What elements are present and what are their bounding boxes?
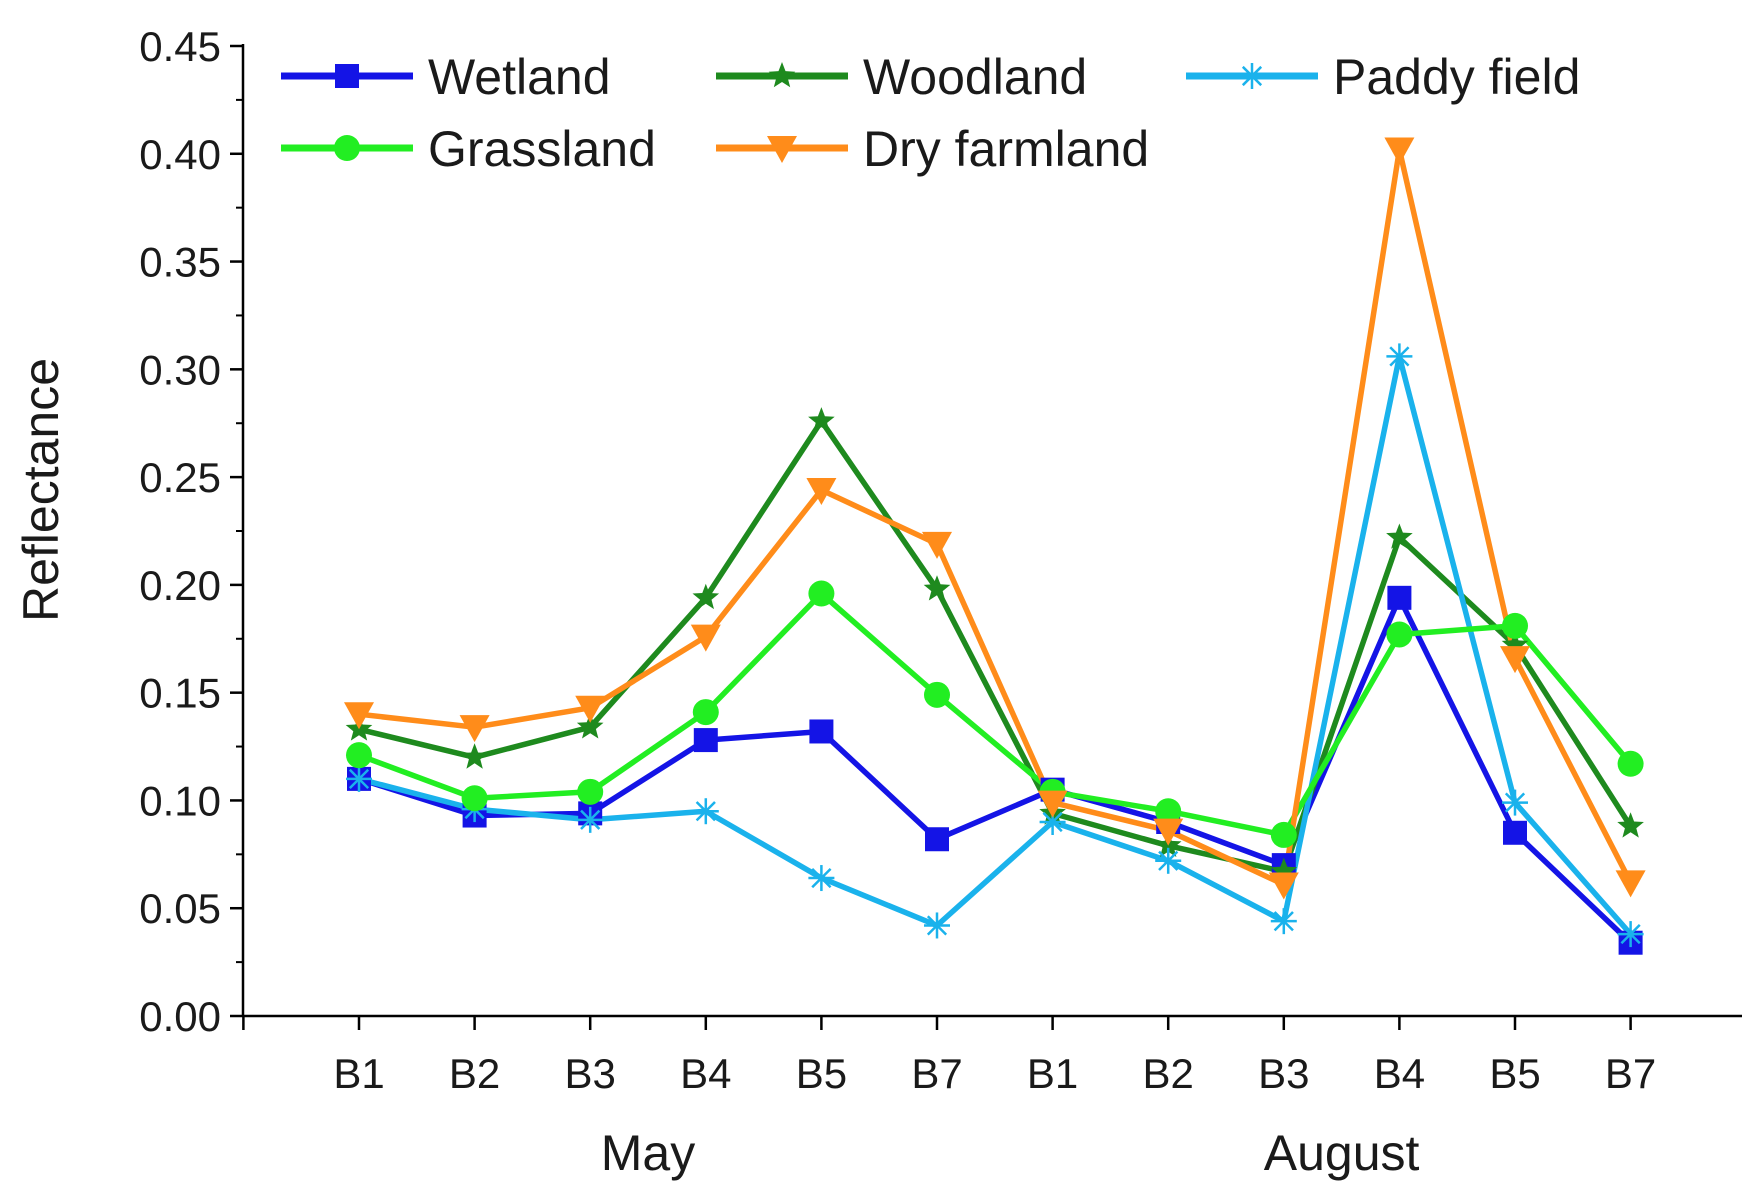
data-point-paddy-field: [577, 806, 604, 833]
data-point-paddy-field: [346, 765, 372, 792]
data-point-grassland: [1155, 798, 1182, 825]
data-point-dry-farmland: [1384, 137, 1415, 165]
x-tick-label: B4: [680, 1050, 731, 1097]
x-tick-label: B1: [1027, 1050, 1078, 1097]
y-tick-label: 0.05: [139, 885, 221, 932]
legend-marker-woodland: [768, 62, 796, 88]
legend-item-woodland: Woodland: [716, 49, 1087, 105]
x-tick-label: B5: [796, 1050, 847, 1097]
data-point-paddy-field: [1155, 847, 1182, 874]
group-label-may: May: [601, 1125, 695, 1181]
data-point-woodland: [808, 407, 835, 433]
y-tick-label: 0.45: [139, 23, 221, 70]
y-axis-title: Reflectance: [13, 358, 69, 622]
data-point-dry-farmland: [806, 478, 837, 506]
series-line-wetland: [358, 595, 1633, 945]
data-point-wetland: [925, 827, 949, 852]
legend-label: Paddy field: [1333, 49, 1580, 105]
data-point-grassland: [808, 580, 835, 607]
data-point-woodland: [576, 713, 604, 739]
series-line-paddy-field: [358, 353, 1633, 936]
legend-label: Woodland: [863, 49, 1087, 105]
data-point-paddy-field: [808, 865, 835, 892]
data-point-grassland: [924, 681, 950, 708]
data-point-woodland: [923, 575, 951, 601]
data-point-dry-farmland: [575, 695, 606, 723]
x-tick-label: B2: [449, 1050, 500, 1097]
legend-marker-paddy-field: [1239, 63, 1265, 89]
x-tick-label: B7: [1605, 1050, 1656, 1097]
data-point-dry-farmland: [1615, 870, 1646, 898]
legend-label: Dry farmland: [863, 121, 1149, 177]
data-point-grassland: [1502, 612, 1528, 639]
data-point-woodland: [1386, 523, 1413, 549]
legend-item-grassland: Grassland: [281, 121, 656, 177]
data-point-dry-farmland: [1268, 872, 1299, 900]
data-point-wetland: [809, 719, 834, 744]
legend: Wetland Woodland Paddy field Grassland Dry f…: [281, 49, 1580, 177]
y-tick-label: 0.30: [139, 346, 221, 393]
legend-item-dry-farmland: Dry farmland: [716, 121, 1149, 177]
x-tick-label: B3: [565, 1050, 616, 1097]
data-point-paddy-field: [692, 798, 719, 825]
data-point-dry-farmland: [344, 702, 374, 730]
data-point-paddy-field: [1386, 343, 1413, 370]
x-tick-label: B3: [1258, 1050, 1309, 1097]
legend-marker-dry-farmland: [767, 136, 797, 163]
data-point-woodland: [692, 583, 720, 610]
legend-item-wetland: Wetland: [281, 49, 611, 105]
y-tick-label: 0.20: [139, 562, 221, 609]
data-point-paddy-field: [924, 912, 950, 939]
x-tick-label: B7: [911, 1050, 962, 1097]
data-point-woodland: [1617, 812, 1644, 838]
plot-markers: [344, 137, 1646, 955]
data-point-wetland: [693, 728, 718, 753]
data-point-woodland: [461, 743, 488, 769]
data-point-dry-farmland: [922, 531, 952, 559]
data-point-grassland: [1270, 821, 1297, 848]
data-point-grassland: [692, 699, 719, 726]
data-point-paddy-field: [1270, 908, 1297, 935]
data-point-dry-farmland: [690, 624, 721, 652]
series-line-dry-farmland: [358, 146, 1634, 888]
data-point-wetland: [1387, 585, 1412, 610]
data-point-dry-farmland: [1153, 818, 1184, 846]
axes: 0.00 0.05 0.10 0.15 0.20 0.25 0.30 0.35 0.40 0.45…: [139, 23, 1742, 1181]
y-tick-label: 0.40: [139, 131, 221, 178]
x-tick-label: B4: [1374, 1050, 1425, 1097]
x-tick-label: B2: [1143, 1050, 1194, 1097]
data-point-woodland: [1270, 857, 1298, 883]
legend-marker-grassland: [334, 135, 360, 161]
x-tick-label: B5: [1489, 1050, 1540, 1097]
y-tick-label: 0.00: [139, 993, 221, 1040]
y-tick-label: 0.15: [139, 670, 221, 717]
x-tick-label: B1: [333, 1050, 384, 1097]
y-tick-label: 0.25: [139, 454, 221, 501]
data-point-grassland: [346, 742, 372, 769]
series-line-grassland: [358, 590, 1633, 838]
data-point-grassland: [1386, 621, 1413, 648]
legend-item-paddy-field: Paddy field: [1186, 49, 1580, 105]
y-tick-label: 0.35: [139, 239, 221, 286]
data-point-grassland: [461, 785, 488, 812]
legend-marker-wetland: [335, 64, 359, 88]
series-line-woodland: [358, 418, 1633, 875]
data-point-dry-farmland: [459, 715, 490, 743]
data-point-dry-farmland: [1037, 790, 1068, 818]
data-point-wetland: [1503, 820, 1527, 845]
data-point-paddy-field: [1617, 921, 1644, 948]
data-point-grassland: [577, 778, 604, 805]
y-tick-label: 0.10: [139, 777, 221, 824]
data-point-grassland: [1617, 750, 1644, 777]
group-label-august: August: [1264, 1125, 1420, 1181]
data-point-dry-farmland: [1500, 646, 1530, 674]
plot-lines: [358, 146, 1634, 945]
legend-label: Grassland: [428, 121, 656, 177]
data-point-woodland: [1501, 631, 1529, 657]
data-point-paddy-field: [1502, 789, 1528, 816]
legend-label: Wetland: [428, 49, 611, 105]
